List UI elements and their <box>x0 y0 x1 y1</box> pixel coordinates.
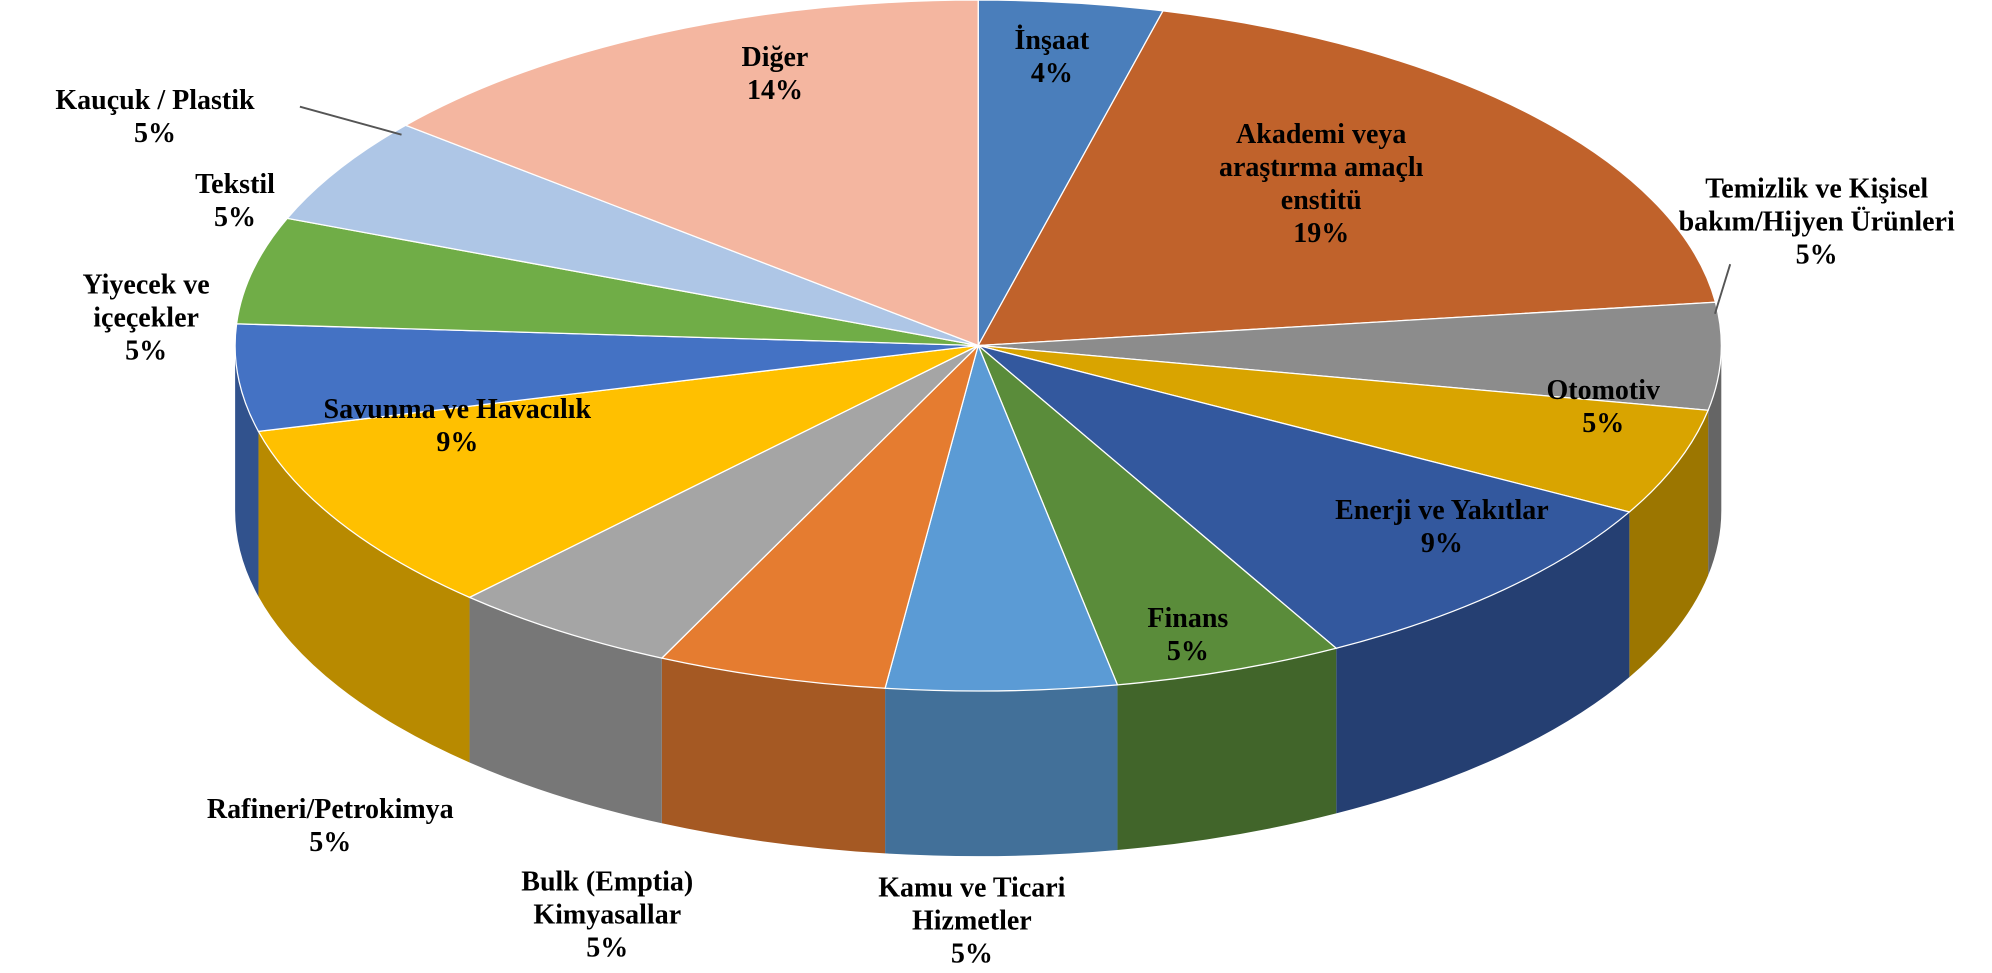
category-label: Kamu ve Ticari Hizmetler <box>878 872 1066 937</box>
slice <box>235 217 979 347</box>
slice-label: Yiyecek ve içeçekler 5% <box>71 268 221 367</box>
value-label: 5% <box>133 117 176 149</box>
slice-label: Enerji ve Yakıtlar 9% <box>1282 494 1602 560</box>
category-label: Enerji ve Yakıtlar <box>1335 495 1549 527</box>
category-label: Otomotiv <box>1546 374 1661 406</box>
category-label: Yiyecek ve içeçekler <box>82 269 210 334</box>
value-label: 5% <box>125 335 168 367</box>
slice-side <box>885 684 1118 857</box>
category-label: Diğer <box>741 41 809 73</box>
value-label: 5% <box>309 826 352 858</box>
slice <box>468 344 979 659</box>
slice <box>977 10 1717 347</box>
category-label: Bulk (Emptia) Kimyasallar <box>521 866 694 931</box>
slice-side <box>1336 511 1630 814</box>
category-label: Finans <box>1147 603 1229 635</box>
category-label: Kauçuk / Plastik <box>55 84 255 116</box>
slice-label: Tekstil 5% <box>135 168 335 234</box>
value-label: 5% <box>950 938 993 970</box>
sides <box>235 345 1722 857</box>
slice-side <box>235 345 259 597</box>
slice <box>404 0 979 347</box>
value-label: 14% <box>746 74 803 106</box>
leader-line <box>299 105 402 136</box>
category-label: İnşaat <box>1014 25 1090 57</box>
value-label: 9% <box>436 426 479 458</box>
value-label: 5% <box>214 201 257 233</box>
tops <box>234 0 1722 692</box>
value-label: 5% <box>1795 239 1838 271</box>
slice <box>977 344 1631 649</box>
slice <box>884 343 1119 692</box>
slice <box>977 0 1165 346</box>
slice <box>977 345 1338 686</box>
slice-label: Kauçuk / Plastik 5% <box>0 84 315 150</box>
slice-label: Rafineri/Petrokimya 5% <box>140 793 520 859</box>
slice-side <box>258 431 470 763</box>
value-label: 5% <box>586 932 629 964</box>
slice-side <box>661 658 886 854</box>
slice-label: Otomotiv 5% <box>1493 374 1713 440</box>
slice-label: Kamu ve Ticari Hizmetler 5% <box>864 872 1079 971</box>
slice-side <box>1117 648 1337 851</box>
slice-label: Bulk (Emptia) Kimyasallar 5% <box>505 865 710 964</box>
slice-side <box>469 597 662 824</box>
slice <box>234 323 979 433</box>
value-label: 9% <box>1420 528 1463 560</box>
slice <box>978 344 1710 513</box>
leader-line <box>1714 263 1732 315</box>
category-label: Temizlik ve Kişisel bakım/Hijyen Ürünler… <box>1678 173 1955 238</box>
value-label: 5% <box>1582 407 1625 439</box>
slice <box>286 124 979 347</box>
category-label: Akademi veya araştırma amaçlı enstitü <box>1218 119 1424 217</box>
category-label: Tekstil <box>195 168 275 200</box>
category-label: Rafineri/Petrokimya <box>206 793 454 825</box>
value-label: 4% <box>1030 58 1073 90</box>
slice <box>660 343 980 689</box>
slice-label: Diğer 14% <box>675 41 875 107</box>
slice-label: Finans 5% <box>1088 602 1288 668</box>
value-label: 19% <box>1293 218 1350 250</box>
slice-label: Akademi veya araştırma amaçlı enstitü 19% <box>1201 118 1441 250</box>
slice-label: Temizlik ve Kişisel bakım/Hijyen Ürünler… <box>1674 173 1959 272</box>
slice-side <box>1629 410 1709 678</box>
category-label: Savunma ve Havacılık <box>323 393 592 425</box>
value-label: 5% <box>1166 636 1209 668</box>
slice <box>257 344 979 599</box>
slice-label: Savunma ve Havacılık 9% <box>257 393 657 459</box>
slice-label: İnşaat 4% <box>952 24 1152 90</box>
